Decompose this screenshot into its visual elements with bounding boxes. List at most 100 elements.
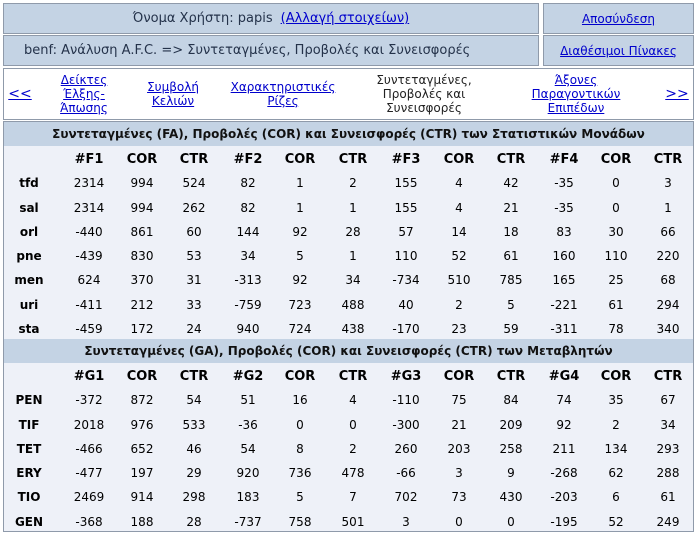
fa-row-label: sta [18, 322, 40, 337]
ga-cell: 34 [660, 417, 676, 432]
ga-cell: -477 [75, 466, 103, 481]
ga-cell: -110 [392, 393, 420, 408]
fa-cell: 83 [556, 224, 572, 239]
fa-cell: -440 [75, 224, 103, 239]
fa-column-header: CTR [338, 151, 368, 167]
fa-cell: 144 [236, 224, 260, 239]
ga-cell: 288 [656, 466, 680, 481]
fa-cell: 66 [660, 224, 676, 239]
fa-column-header: CTR [496, 151, 526, 167]
next-arrow-link[interactable]: >> [665, 86, 689, 102]
fa-cell: 60 [186, 224, 202, 239]
ga-cell: 758 [288, 514, 312, 529]
ga-cell: 258 [499, 441, 523, 456]
nav-factorial-axes[interactable]: Άξονες Παραγοντικών Επιπέδων [531, 73, 621, 115]
fa-cell: 172 [130, 322, 154, 337]
fa-table: #F1 COR CTR #F2 COR CTR #F3 COR CTR #F4 COR CTR tfd 2… [4, 147, 693, 341]
ga-column-header: CTR [179, 368, 209, 384]
fa-cell: 1 [664, 200, 672, 215]
ga-cell: 54 [240, 441, 256, 456]
ga-cell: 183 [236, 490, 260, 505]
ga-cell: 46 [186, 441, 202, 456]
fa-table-row: pne -439 830 53 34 5 1 110 52 61 160 110 220 [4, 244, 693, 268]
fa-column-header: #F4 [549, 151, 579, 167]
logout-cell: Αποσύνδεση [543, 3, 694, 34]
ga-cell: 249 [656, 514, 680, 529]
ga-cell: 533 [182, 417, 206, 432]
user-label: Όνομα Χρήστη: papis [132, 11, 273, 26]
ga-column-header: COR [600, 368, 632, 384]
fa-cell: 34 [240, 249, 256, 264]
fa-cell: 340 [656, 322, 680, 337]
ga-cell: -737 [234, 514, 262, 529]
ga-column-header: COR [284, 368, 316, 384]
prev-arrow-link[interactable]: << [8, 86, 32, 102]
ga-cell: 35 [608, 393, 624, 408]
ga-cell: -36 [238, 417, 258, 432]
fa-cell: 31 [186, 273, 202, 288]
change-details-link[interactable]: (Αλλαγή στοιχείων) [280, 11, 410, 26]
ga-cell: 702 [394, 490, 418, 505]
ga-cell: -66 [396, 466, 416, 481]
ga-cell: 211 [552, 441, 576, 456]
ga-cell: 5 [296, 490, 304, 505]
ga-cell: 92 [556, 417, 572, 432]
ga-cell: 872 [130, 393, 154, 408]
fa-cell: 5 [296, 249, 304, 264]
ga-cell: 203 [447, 441, 471, 456]
fa-cell: 68 [660, 273, 676, 288]
fa-table-row: orl -440 861 60 144 92 28 57 14 18 83 30 66 [4, 220, 693, 244]
ga-column-header: #G3 [390, 368, 422, 384]
fa-cell: 370 [130, 273, 154, 288]
fa-cell: 723 [288, 297, 312, 312]
ga-column-header: COR [443, 368, 475, 384]
ga-table-row: TIO 2469 914 298 183 5 7 702 73 430 -203 6 61 [4, 485, 693, 509]
fa-cell: 78 [608, 322, 624, 337]
ga-cell: 430 [499, 490, 523, 505]
breadcrumb-text: benf: Ανάλυση A.F.C. => Συντεταγμένες, Π… [24, 43, 471, 58]
ga-cell: 478 [341, 466, 365, 481]
fa-cell: -439 [75, 249, 103, 264]
ga-cell: 2469 [73, 490, 105, 505]
ga-cell: 67 [660, 393, 676, 408]
fa-cell: 994 [130, 176, 154, 191]
ga-cell: 7 [349, 490, 357, 505]
fa-column-header: #F1 [74, 151, 104, 167]
ga-cell: 0 [349, 417, 357, 432]
logout-link[interactable]: Αποσύνδεση [581, 11, 656, 26]
fa-cell: 294 [656, 297, 680, 312]
nav-cell-contribution[interactable]: Συμβολή Κελιών [147, 80, 199, 108]
fa-cell: 2314 [73, 200, 105, 215]
fa-cell: -311 [550, 322, 578, 337]
available-tables-link[interactable]: Διαθέσιμοι Πίνακες [560, 43, 677, 58]
breadcrumb: benf: Ανάλυση A.F.C. => Συντεταγμένες, Π… [3, 35, 539, 66]
user-bar: Όνομα Χρήστη: papis (Αλλαγή στοιχείων) [3, 3, 539, 34]
fa-cell: 28 [345, 224, 361, 239]
ga-cell: 75 [451, 393, 467, 408]
ga-cell: 54 [186, 393, 202, 408]
ga-row-label: GEN [14, 514, 44, 529]
ga-row-label: TIO [17, 490, 41, 505]
ga-cell: 21 [451, 417, 467, 432]
available-tables-cell: Διαθέσιμοι Πίνακες [543, 35, 694, 66]
fa-cell: 18 [503, 224, 519, 239]
ga-cell: 2018 [73, 417, 105, 432]
nav-eigenvalues[interactable]: Χαρακτηριστικές Ρίζες [230, 80, 336, 108]
nav-attraction-repulsion[interactable]: Δείκτες Έλξης-Άπωσης [60, 73, 108, 115]
fa-cell: 82 [240, 176, 256, 191]
fa-cell: 0 [612, 200, 620, 215]
fa-cell: 1 [296, 200, 304, 215]
ga-column-header: CTR [496, 368, 526, 384]
fa-cell: -221 [550, 297, 578, 312]
ga-cell: 52 [608, 514, 624, 529]
ga-table: #G1 COR CTR #G2 COR CTR #G3 COR CTR #G4 COR CTR PEN -… [4, 364, 693, 534]
table-nav-bar: << Δείκτες Έλξης-Άπωσης Συμβολή Κελιών Χ… [3, 68, 694, 120]
ga-row-label: TET [16, 441, 42, 456]
fa-cell: 59 [503, 322, 519, 337]
fa-cell: 1 [349, 200, 357, 215]
fa-cell: 110 [604, 249, 628, 264]
fa-cell: -35 [554, 200, 574, 215]
fa-column-header: #F3 [391, 151, 421, 167]
fa-row-label: tfd [19, 176, 39, 191]
ga-column-header [4, 364, 54, 388]
